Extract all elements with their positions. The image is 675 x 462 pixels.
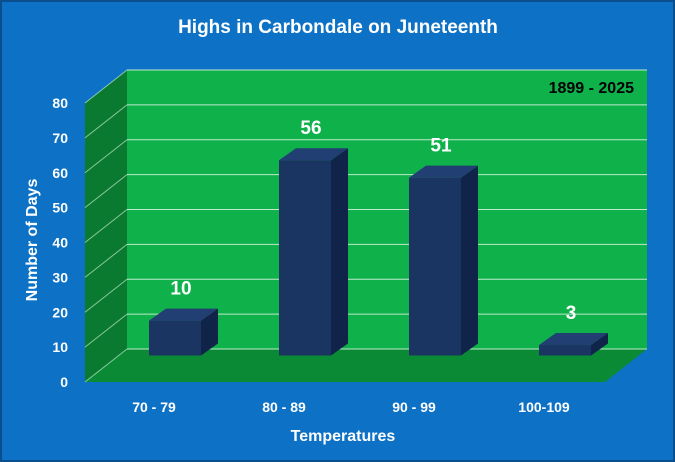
y-tick-label: 20 xyxy=(52,304,68,320)
data-label: 51 xyxy=(430,136,452,157)
gridline-side xyxy=(84,278,128,313)
chart-annotation: 1899 - 2025 xyxy=(549,80,635,97)
gridline-side xyxy=(84,243,128,278)
y-tick-label: 50 xyxy=(52,200,68,216)
gridline-side xyxy=(84,139,128,174)
bar-side xyxy=(331,148,348,356)
bar xyxy=(539,345,591,356)
x-tick-label: 80 - 89 xyxy=(262,399,306,415)
floor xyxy=(85,349,647,382)
y-tick-label: 80 xyxy=(52,95,68,111)
x-tick-label: 70 - 79 xyxy=(132,399,176,415)
data-label: 3 xyxy=(566,303,577,324)
y-tick-label: 70 xyxy=(52,130,68,146)
gridline-side xyxy=(84,313,128,348)
x-tick-label: 100-109 xyxy=(518,399,570,415)
data-label: 56 xyxy=(300,118,321,139)
chart-title: Highs in Carbondale on Juneteenth xyxy=(178,17,498,38)
bar xyxy=(279,160,331,356)
bar-top xyxy=(279,148,348,161)
x-tick-label: 90 - 99 xyxy=(392,399,436,415)
y-tick-label: 60 xyxy=(52,165,68,181)
bar-top xyxy=(409,165,478,178)
bar-side xyxy=(461,165,478,356)
data-label: 10 xyxy=(170,279,191,300)
bar-top xyxy=(149,308,218,321)
plot-area: 0 10 20 30 40 50 60 70 80 10 56 51 3 70 - 79 80 - 89 90… xyxy=(52,69,647,415)
y-tick-label: 40 xyxy=(52,235,68,251)
gridline-side xyxy=(84,209,128,243)
gridline-side xyxy=(84,348,128,383)
y-tick-label: 30 xyxy=(52,269,68,285)
y-axis-label: Number of Days xyxy=(24,179,41,302)
gridline-side xyxy=(84,104,128,139)
bar xyxy=(149,320,201,356)
x-axis-label: Temperatures xyxy=(291,428,396,445)
gridline-side xyxy=(84,174,128,209)
y-tick-label: 10 xyxy=(52,339,68,355)
bar-top xyxy=(539,333,608,346)
y-tick-label: 0 xyxy=(60,374,68,390)
bar-side xyxy=(591,333,608,356)
bar-side xyxy=(201,308,218,356)
gridline-side xyxy=(84,69,128,104)
bar xyxy=(409,177,461,356)
